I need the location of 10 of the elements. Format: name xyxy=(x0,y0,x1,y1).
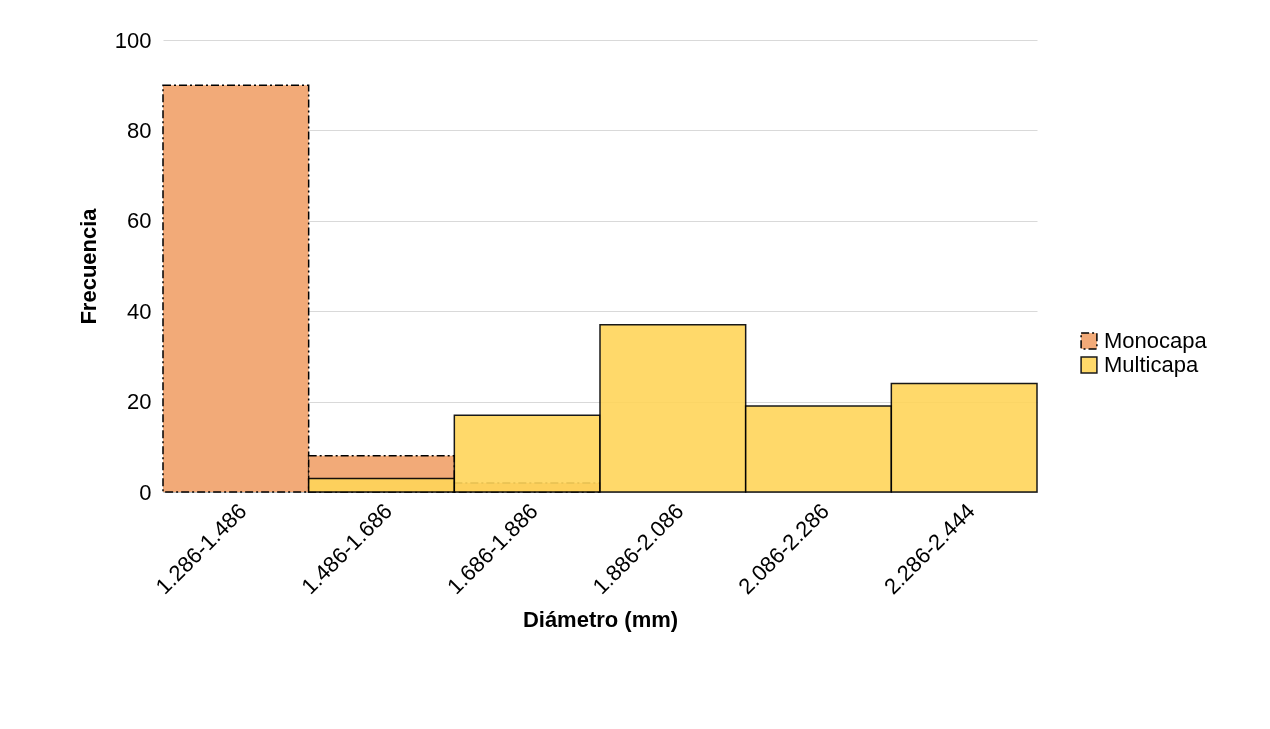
legend-label: Multicapa xyxy=(1104,352,1199,377)
y-tick-label: 60 xyxy=(127,208,152,234)
y-tick-label: 80 xyxy=(127,117,152,143)
legend-label: Monocapa xyxy=(1104,328,1208,353)
y-tick-label: 20 xyxy=(127,389,152,415)
y-tick-label: 0 xyxy=(139,479,152,505)
y-tick-label: 100 xyxy=(114,27,152,53)
x-axis-title: Diámetro (mm) xyxy=(522,607,679,633)
y-axis-title: Frecuencia xyxy=(75,207,101,325)
y-tick-label: 40 xyxy=(127,298,152,324)
